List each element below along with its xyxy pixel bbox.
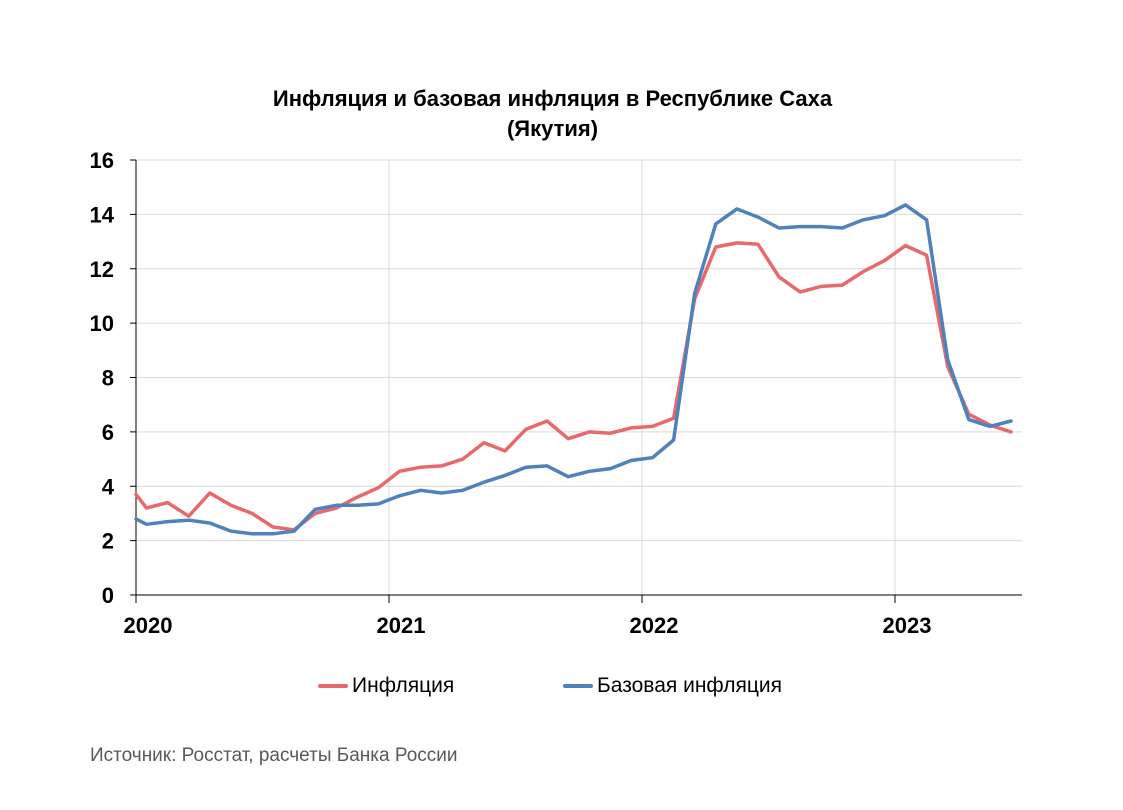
y-tick-label-16: 16 <box>90 148 114 173</box>
y-tick-label-10: 10 <box>90 311 114 336</box>
series-line-1 <box>134 203 1013 536</box>
y-tick-label-0: 0 <box>102 583 114 608</box>
axes <box>130 159 1022 603</box>
y-tick-label-8: 8 <box>102 366 114 391</box>
legend: Инфляция Базовая инфляция <box>0 674 1123 700</box>
source-note: Источник: Росстат, расчеты Банка России <box>90 745 458 766</box>
x-tick-label-2022: 2022 <box>630 613 679 638</box>
x-tick-label-2023: 2023 <box>883 613 932 638</box>
y-tick-label-12: 12 <box>90 257 114 282</box>
legend-label-inflation: Инфляция <box>352 674 455 697</box>
series-line-0 <box>134 241 1013 532</box>
tick-labels: 0 2 4 6 8 10 12 14 16 2020 2021 2022 2023 <box>90 148 932 638</box>
chart-title: Инфляция и базовая инфляция в Республике… <box>0 84 1105 144</box>
legend-item-inflation: Инфляция <box>318 674 454 698</box>
chart-title-line-1: Инфляция и базовая инфляция в Республике… <box>272 86 833 111</box>
x-tick-label-2021: 2021 <box>377 613 426 638</box>
legend-label-core-inflation: Базовая инфляция <box>597 674 783 697</box>
legend-item-core-inflation: Базовая инфляция <box>563 674 782 698</box>
x-tick-label-2020: 2020 <box>124 613 173 638</box>
legend-swatch-inflation <box>318 684 348 688</box>
chart-title-line-2: (Якутия) <box>506 116 599 141</box>
y-tick-label-4: 4 <box>102 474 115 499</box>
y-tick-label-14: 14 <box>90 202 115 227</box>
y-tick-label-6: 6 <box>102 420 114 445</box>
y-tick-label-2: 2 <box>102 529 114 554</box>
grid-lines <box>136 159 1022 595</box>
series-lines <box>134 203 1013 536</box>
legend-swatch-core-inflation <box>563 684 593 688</box>
